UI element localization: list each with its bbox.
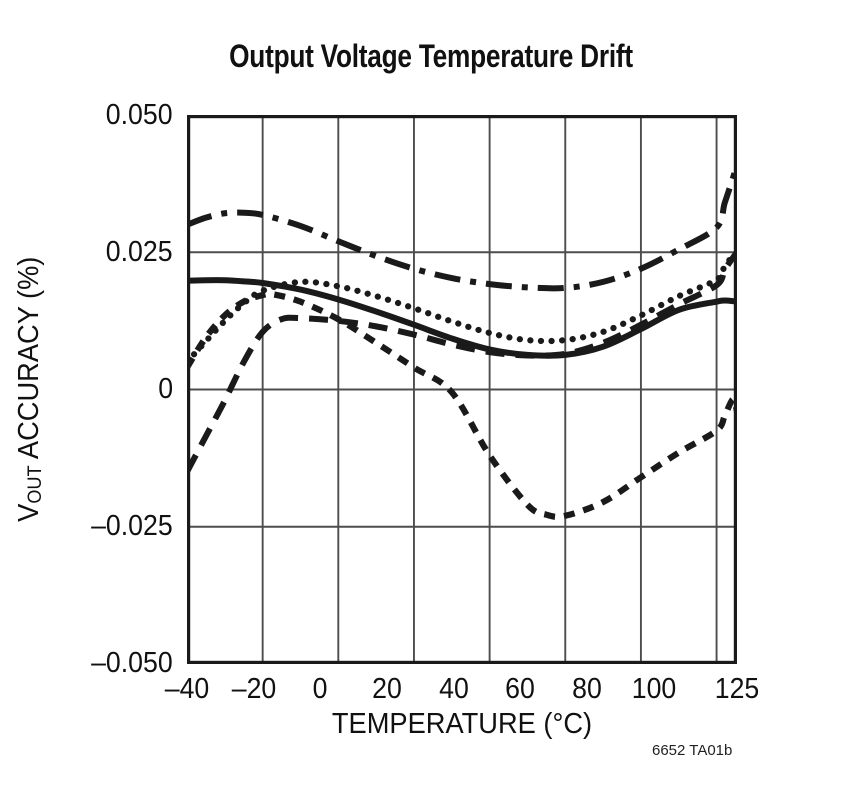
chart-title: Output Voltage Temperature Drift xyxy=(229,38,633,74)
x-axis-tick-labels: –40 –20 0 20 40 60 80 100 125 xyxy=(0,673,862,713)
y-tick-label: 0.050 xyxy=(106,99,173,131)
grid-lines xyxy=(187,115,737,664)
series-line-unit-1 xyxy=(187,163,737,292)
x-axis-label: TEMPERATURE (°C) xyxy=(204,708,721,741)
y-axis-label-suffix: ACCURACY (%) xyxy=(12,256,45,466)
figure-caption: 6652 TA01b xyxy=(652,742,733,759)
y-axis-label-prefix: V xyxy=(12,503,45,522)
x-tick-label: 20 xyxy=(372,673,402,705)
y-tick-label: –0.050 xyxy=(91,647,173,679)
x-tick-label: 40 xyxy=(439,673,469,705)
y-tick-label: –0.025 xyxy=(91,510,173,542)
x-tick-label: –20 xyxy=(231,673,277,705)
data-series-group xyxy=(187,163,737,520)
x-tick-label: 125 xyxy=(714,673,760,705)
y-tick-label: 0.025 xyxy=(106,236,173,268)
x-tick-label: 80 xyxy=(572,673,602,705)
plot-svg xyxy=(187,115,737,664)
y-axis-tick-labels: 0.050 0.025 0 –0.025 –0.050 xyxy=(0,0,173,790)
series-line-unit-4 xyxy=(187,250,737,474)
y-tick-label: 0 xyxy=(158,373,173,405)
y-axis-label: VOUT ACCURACY (%) xyxy=(13,168,47,610)
plot-area xyxy=(187,115,737,664)
x-tick-label: –40 xyxy=(164,673,210,705)
plot-frame xyxy=(187,115,737,664)
x-axis-label-text: TEMPERATURE (°C) xyxy=(331,708,593,740)
series-line-unit-2 xyxy=(187,277,737,359)
y-axis-label-subscript: OUT xyxy=(25,465,47,504)
x-tick-label: 100 xyxy=(631,673,677,705)
x-tick-label: 0 xyxy=(312,673,328,705)
x-tick-label: 60 xyxy=(505,673,535,705)
